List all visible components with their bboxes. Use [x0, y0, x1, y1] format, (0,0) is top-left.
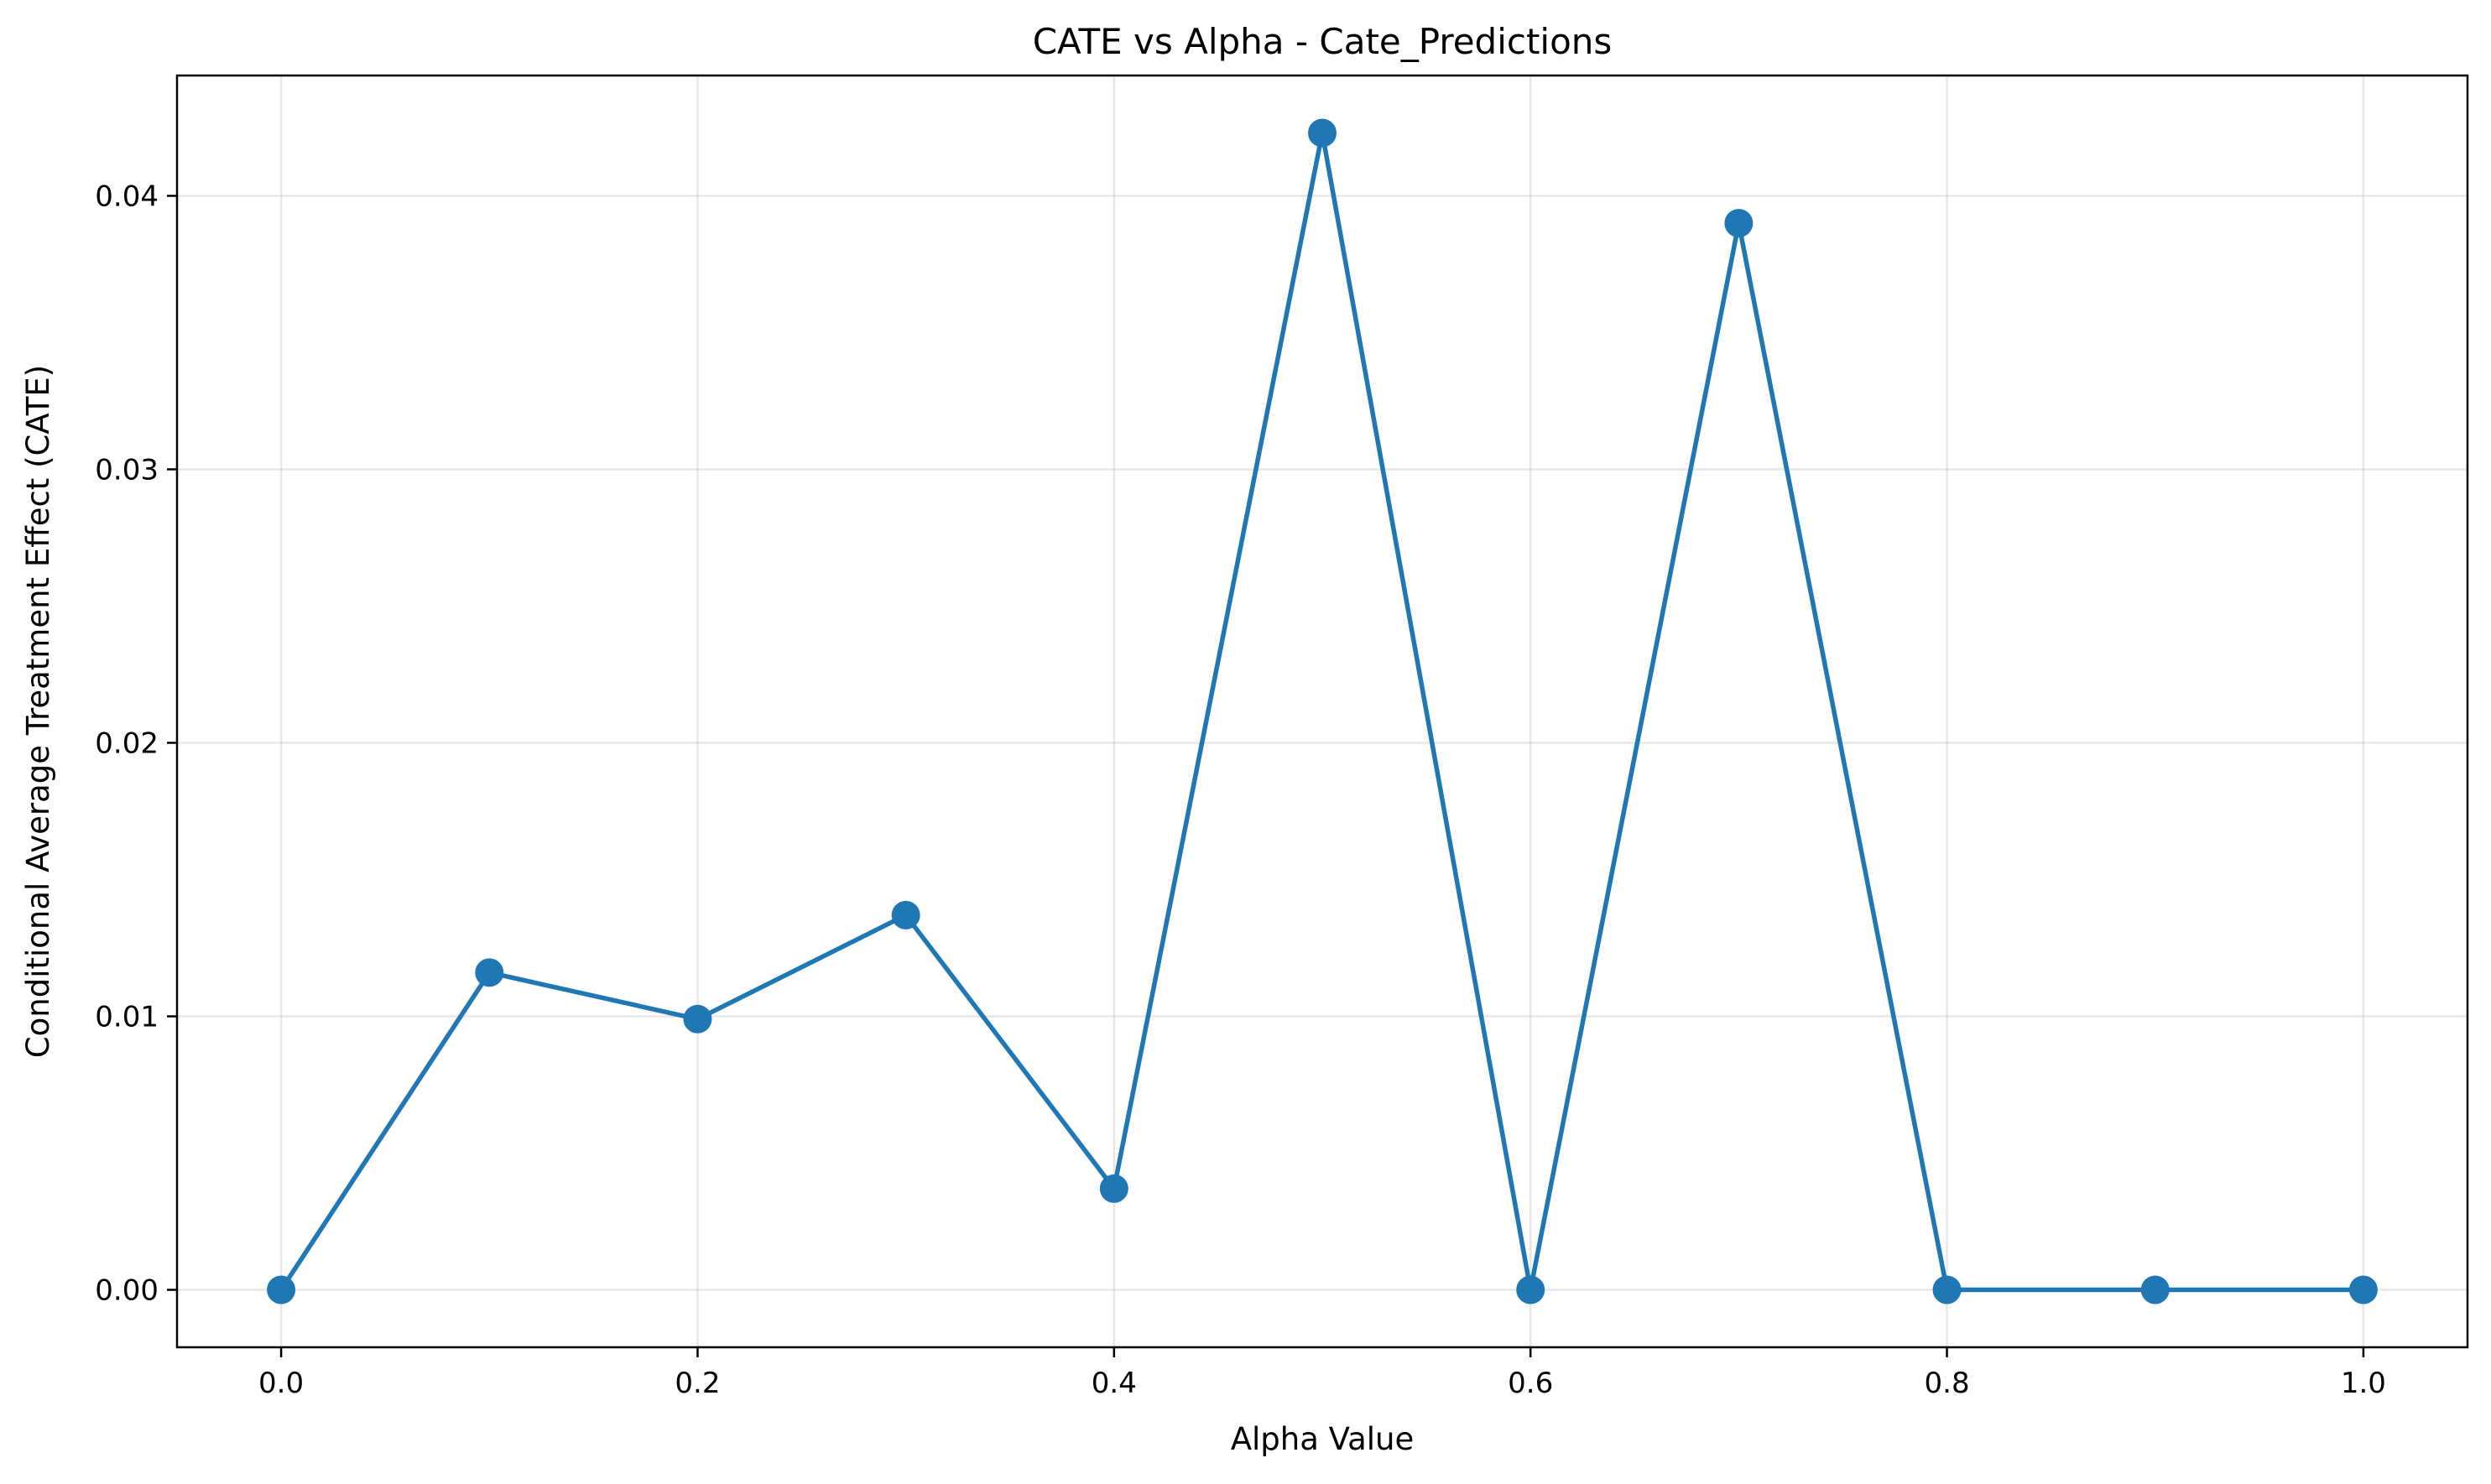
- data-point: [1724, 209, 1754, 238]
- data-point: [267, 1275, 296, 1304]
- x-axis-label: Alpha Value: [1231, 1421, 1415, 1457]
- ticks: 0.0 0.2 0.4 0.6 0.8 1.0 0.00 0.01 0.02 0.03 0.04: [95, 180, 2386, 1400]
- chart-title: CATE vs Alpha - Cate_Predictions: [1033, 21, 1613, 62]
- y-tick-label: 0.01: [95, 1001, 159, 1034]
- data-point: [475, 958, 504, 987]
- data-point: [891, 900, 920, 929]
- plot-frame: [175, 74, 2469, 1349]
- data-point: [1516, 1275, 1545, 1304]
- data-point: [1308, 118, 1337, 148]
- data-point: [1932, 1275, 1962, 1304]
- point-layer: [267, 118, 2378, 1304]
- grid: [177, 76, 2468, 1347]
- data-point: [2348, 1275, 2378, 1304]
- line-layer: [279, 130, 2366, 1293]
- data-point: [683, 1004, 712, 1034]
- x-tick-label: 0.4: [1092, 1367, 1137, 1400]
- x-tick-label: 0.8: [1925, 1367, 1970, 1400]
- series-line: [279, 130, 2366, 1293]
- data-point: [2140, 1275, 2170, 1304]
- y-tick-label: 0.04: [95, 180, 159, 213]
- y-axis-label: Conditional Average Treatment Effect (CA…: [20, 365, 56, 1058]
- y-tick-label: 0.00: [95, 1274, 159, 1308]
- data-point: [1099, 1174, 1128, 1203]
- x-tick-label: 1.0: [2341, 1367, 2386, 1400]
- y-tick-label: 0.03: [95, 453, 159, 487]
- x-tick-label: 0.2: [675, 1367, 720, 1400]
- x-tick-label: 0.6: [1508, 1367, 1553, 1400]
- y-tick-label: 0.02: [95, 726, 159, 760]
- x-tick-label: 0.0: [258, 1367, 304, 1400]
